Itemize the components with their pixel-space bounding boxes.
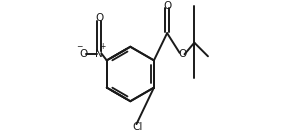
Text: N: N	[95, 49, 103, 59]
Text: O: O	[163, 1, 171, 11]
Text: O: O	[178, 49, 186, 59]
Text: +: +	[100, 42, 106, 51]
Text: O: O	[79, 49, 88, 59]
Text: O: O	[95, 13, 103, 23]
Text: −: −	[76, 42, 82, 51]
Text: Cl: Cl	[132, 122, 142, 132]
